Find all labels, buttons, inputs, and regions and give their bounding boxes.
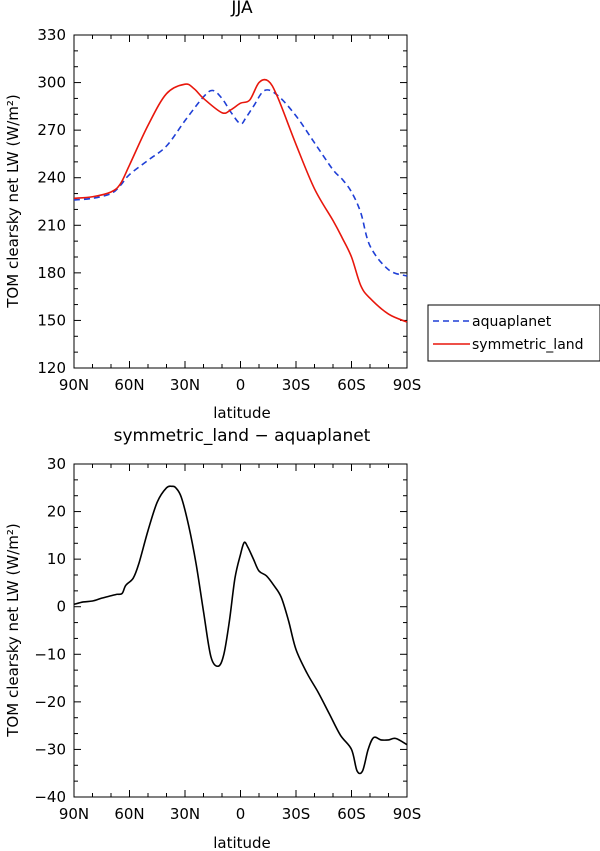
top-chart: JJA 120 150 180 210 240 270 300 330 90N 60N 30N 0 30… [4,0,421,422]
x-tick-label: 0 [236,376,246,394]
top-chart-plot-frame [73,34,408,369]
x-tick-label: 30N [170,376,200,394]
y-tick-label: 10 [47,550,66,568]
bottom-chart-x-axis-title: latitude [213,834,271,851]
series-line-symmetric-land [73,78,408,323]
x-tick-label: 90N [59,376,89,394]
top-chart-ticks: 120 150 180 210 240 270 300 330 90N 60N 30N 0 30S 60S… [37,26,421,394]
top-chart-series [73,78,408,323]
x-tick-label: 0 [236,805,246,823]
legend-box [427,304,600,362]
x-tick-label: 60N [114,805,144,823]
bottom-chart-plot-frame [73,463,408,798]
y-tick-label: 270 [37,121,66,139]
y-tick-label: 20 [47,503,66,521]
y-tick-label: 150 [37,311,66,329]
y-tick-label: 180 [37,264,66,282]
y-tick-label: −30 [34,740,66,758]
y-tick-label: 0 [56,598,66,616]
bottom-chart-y-axis-title: TOM clearsky net LW (W/m²) [4,523,22,737]
bottom-chart-series [73,485,408,775]
y-tick-label: 210 [37,216,66,234]
top-chart-x-axis-title: latitude [213,404,271,422]
y-tick-label: 120 [37,359,66,377]
y-tick-label: −10 [34,645,66,663]
x-tick-label: 60N [114,376,144,394]
x-tick-label: 90S [393,376,422,394]
bottom-chart-ticks: −40 −30 −20 −10 0 10 20 30 90N 60N 30N 0 30S 60S 90S [34,455,421,823]
x-tick-label: 30S [282,376,311,394]
series-line-aquaplanet [73,89,408,277]
legend-label-aquaplanet: aquaplanet [472,314,552,330]
x-tick-label: 30N [170,805,200,823]
y-tick-label: 300 [37,74,66,92]
x-tick-label: 60S [337,805,366,823]
y-tick-label: 240 [37,169,66,187]
series-line-difference [73,485,408,775]
top-chart-title: JJA [230,0,253,18]
top-chart-y-axis-title: TOM clearsky net LW (W/m²) [4,94,22,308]
legend-label-symmetric-land: symmetric_land [472,337,584,353]
legend: aquaplanet symmetric_land [427,304,600,362]
y-tick-label: −20 [34,693,66,711]
bottom-chart: symmetric_land − aquaplanet −40 −30 −20 −10… [4,426,421,851]
y-tick-label: −40 [34,788,66,806]
x-tick-label: 30S [282,805,311,823]
x-tick-label: 90S [393,805,422,823]
y-tick-label: 30 [47,455,66,473]
y-tick-label: 330 [37,26,66,44]
x-tick-label: 60S [337,376,366,394]
x-tick-label: 90N [59,805,89,823]
bottom-chart-title: symmetric_land − aquaplanet [114,426,371,446]
